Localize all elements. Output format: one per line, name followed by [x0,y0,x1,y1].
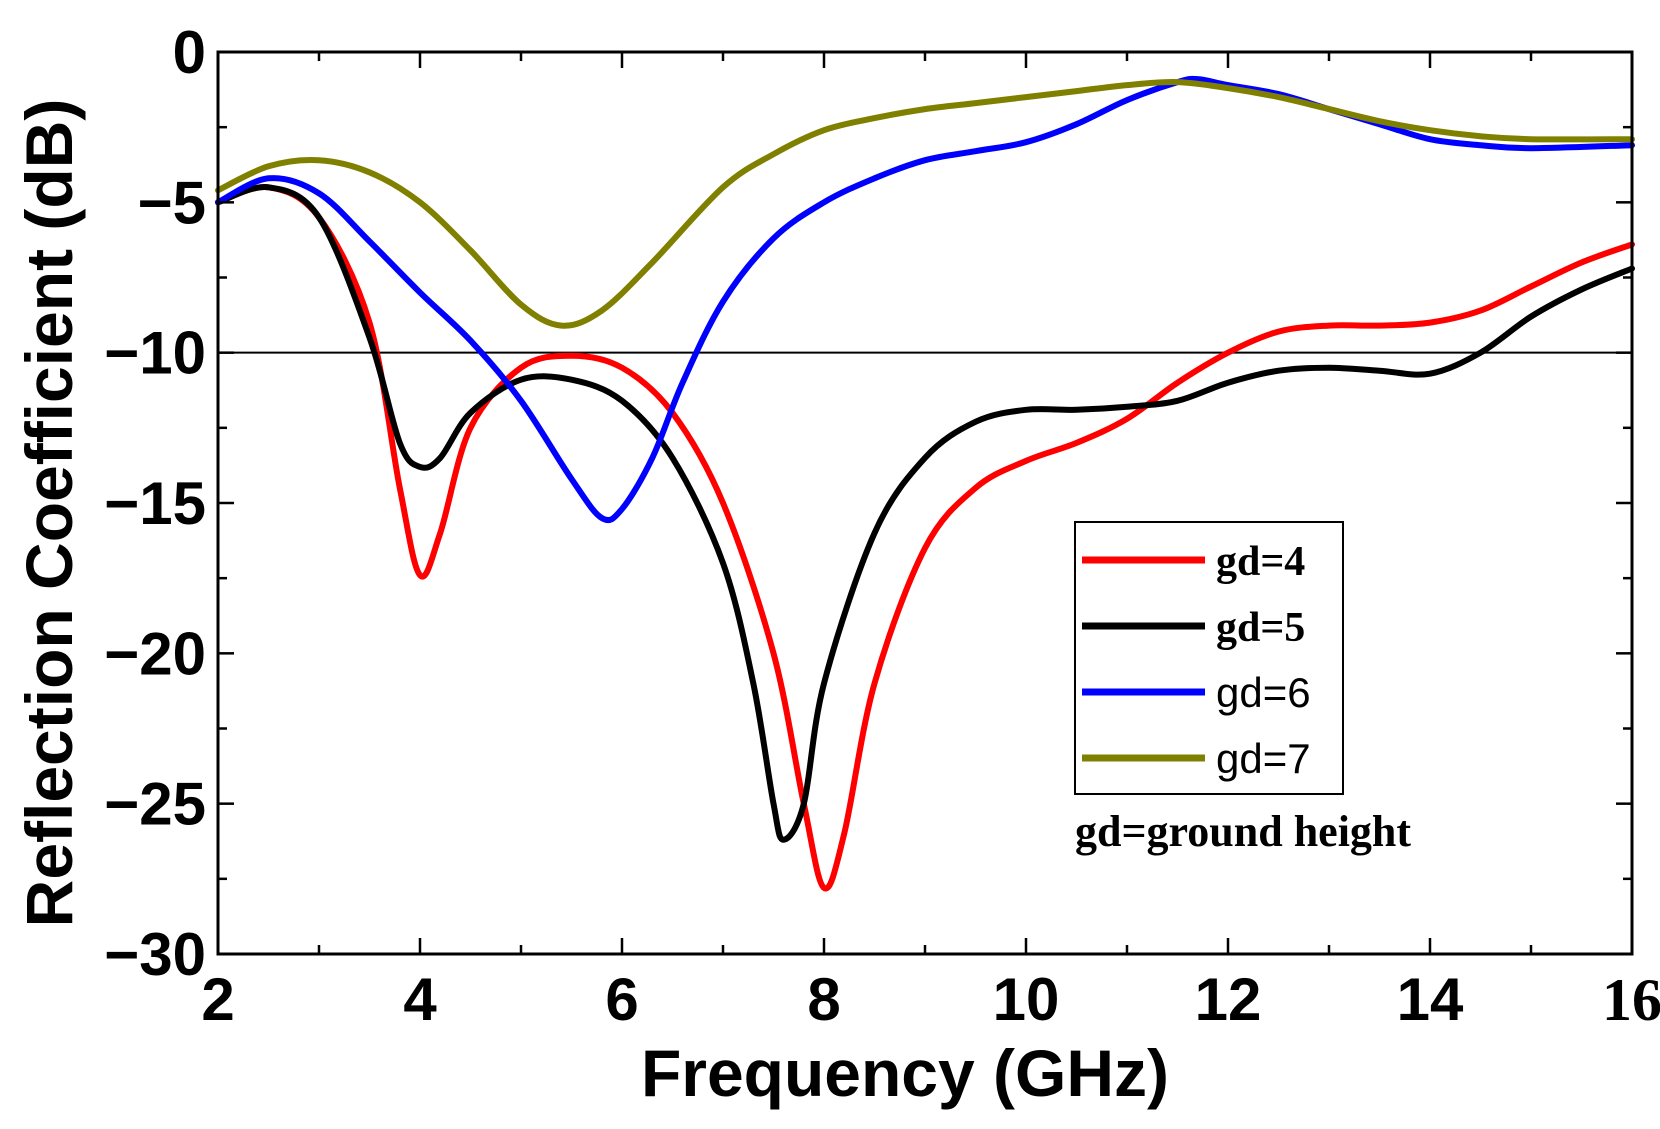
x-tick-label: 16 [1602,967,1660,1033]
y-tick-label: −5 [138,169,206,236]
plot-frame [216,50,1634,956]
axis-tick-labels: 2 4 6 8 10 12 14 16 0 −5 −10 −15 −20 −25 −30 [104,19,1660,1033]
x-tick-label: 14 [1397,966,1464,1033]
x-axis-title: Frequency (GHz) [641,1036,1169,1110]
legend-label-gd-5: gd=5 [1216,605,1305,651]
annotation-text: gd=ground height [1075,807,1411,856]
series-layer [215,75,1635,892]
y-tick-label: −30 [104,921,206,988]
x-tick-label: 12 [1195,966,1262,1033]
legend-label-gd-7: gd=7 [1216,735,1311,782]
x-tick-label: 6 [605,966,638,1033]
x-tick-label: 4 [403,966,437,1033]
legend-label-gd-6: gd=6 [1216,669,1311,716]
x-tick-label: 10 [993,966,1060,1033]
legend-box [1074,521,1344,795]
y-tick-label: 0 [173,19,206,86]
y-tick-label: −25 [104,771,206,838]
series-line-gd-5 [215,184,1635,843]
series-line-gd-4 [215,184,1635,892]
series-line-gd-7 [215,79,1635,329]
y-axis-title: Reflection Coefficient (dB) [12,99,86,928]
axis-ticks [216,50,1634,956]
x-tick-label: 2 [201,966,234,1033]
y-tick-label: −20 [104,620,206,687]
legend-label-gd-4: gd=4 [1216,539,1305,585]
y-tick-label: −15 [104,470,206,537]
legend: gd=4 gd=5 gd=6 gd=7 [1074,521,1344,795]
y-tick-label: −10 [104,320,206,387]
x-tick-label: 8 [807,966,840,1033]
